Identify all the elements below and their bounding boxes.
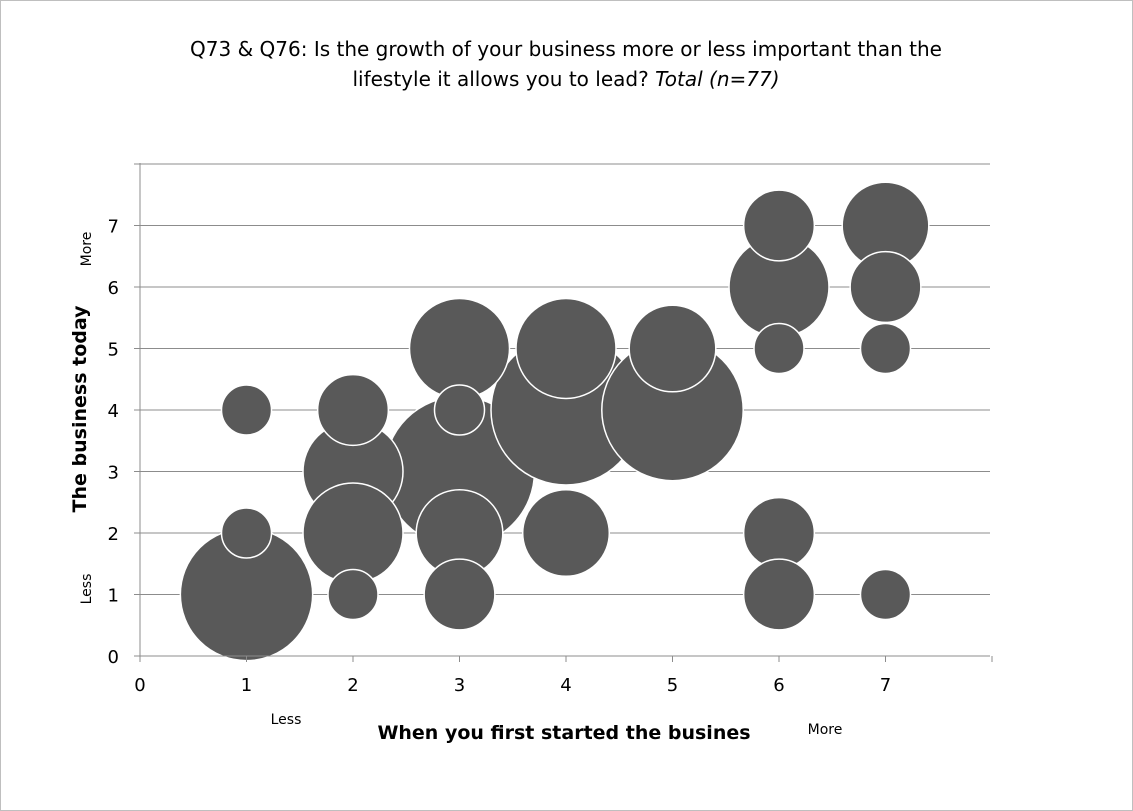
- y-axis-low-label: Less: [79, 574, 95, 605]
- y-tick-label: 2: [108, 524, 119, 545]
- y-tick-label: 0: [108, 647, 119, 668]
- y-tick-label: 1: [108, 586, 119, 607]
- x-tick-label: 4: [560, 675, 571, 696]
- bubble-point: [302, 482, 404, 584]
- x-tick-label: 3: [454, 675, 465, 696]
- y-tick-label: 3: [108, 463, 119, 484]
- axes: [134, 163, 993, 662]
- bubble-point: [433, 384, 486, 436]
- bubble-point: [742, 558, 816, 631]
- bubble-point: [220, 507, 273, 559]
- tick-labels: 0 1 2 3 4 5 6 7 0 1 2 3 4 5 6 7: [108, 217, 892, 697]
- bubble-point: [849, 250, 922, 324]
- bubble-point: [220, 384, 273, 436]
- y-tick-label: 6: [108, 278, 119, 299]
- x-tick-label: 1: [241, 675, 252, 696]
- x-tick-label: 2: [347, 675, 358, 696]
- bubble-point: [316, 373, 390, 447]
- x-axis-high-label: More: [808, 722, 843, 738]
- chart-title-line-1: Q73 & Q76: Is the growth of your busines…: [190, 37, 942, 61]
- y-axis-title: The business today: [69, 305, 91, 513]
- bubble-point: [521, 488, 611, 578]
- bubble-point: [742, 496, 816, 570]
- bubble-point: [742, 189, 816, 262]
- chart-title-line-2-text: lifestyle it allows you to lead?: [352, 67, 655, 91]
- bubble-point: [753, 322, 805, 375]
- bubble-point: [628, 304, 717, 393]
- x-tick-label: 0: [134, 675, 145, 696]
- chart-title-sample-size: Total (n=77): [655, 67, 779, 91]
- x-axis-title: When you first started the busines: [377, 722, 750, 744]
- bubble-point: [423, 558, 496, 631]
- bubble-point: [859, 322, 912, 375]
- y-tick-label: 7: [108, 217, 119, 238]
- bubble-point: [327, 568, 379, 621]
- x-tick-label: 6: [773, 675, 784, 696]
- y-tick-label: 4: [108, 401, 119, 422]
- bubble-point: [515, 297, 617, 400]
- bubble-point: [408, 297, 511, 400]
- bubble-point: [859, 568, 912, 621]
- chart-title-line-2: lifestyle it allows you to lead? Total (…: [352, 67, 779, 91]
- x-tick-label: 5: [667, 675, 678, 696]
- bubbles: [179, 181, 930, 662]
- x-tick-label: 7: [880, 675, 891, 696]
- x-axis-low-label: Less: [271, 712, 302, 728]
- y-axis-high-label: More: [79, 232, 95, 267]
- y-tick-label: 5: [108, 340, 119, 361]
